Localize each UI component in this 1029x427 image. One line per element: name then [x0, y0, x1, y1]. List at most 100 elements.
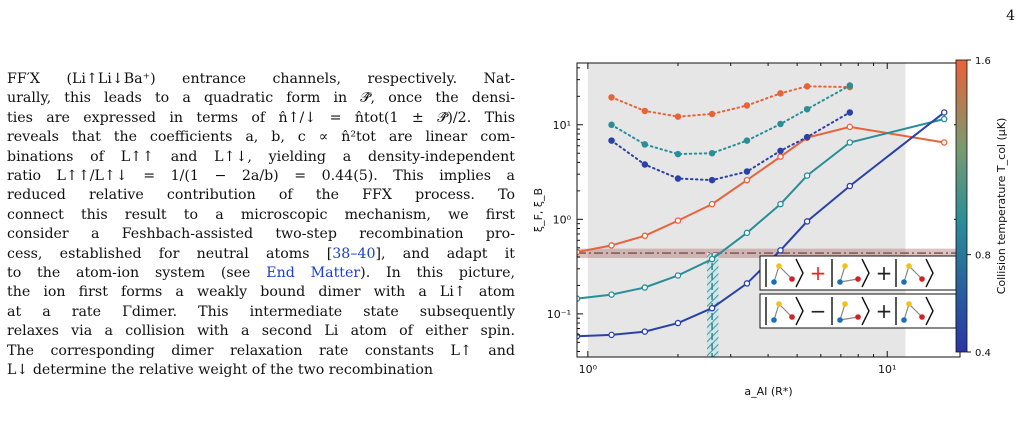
y-tick-label: 10⁰: [553, 213, 572, 226]
molecule-atom: [919, 314, 925, 320]
dotted-series-point: [777, 120, 784, 128]
x-axis-label: a_AI (R*): [744, 385, 792, 398]
text-segment: cess, established for neutral atoms [: [7, 245, 333, 262]
text-segment: consider a Feshbach-assisted two-step re…: [7, 226, 515, 243]
text-segment: the ion first forms a weakly bound dimer…: [7, 284, 515, 301]
solid-series-point: [803, 172, 811, 179]
dotted-series-point: [803, 133, 811, 141]
text-line: consider a Feshbach-assisted two-step re…: [7, 225, 515, 244]
molecule-bond: [778, 265, 793, 280]
solid-series-point: [641, 232, 649, 240]
ket-bracket: [861, 258, 870, 288]
citation-link[interactable]: 38–40: [332, 245, 376, 262]
solid-series-point: [674, 319, 682, 327]
ket-bracket: [795, 296, 804, 326]
text-segment: The corresponding dimer relaxation rate …: [7, 342, 515, 359]
dotted-series-line: [610, 84, 851, 156]
dotted-series-point: [708, 176, 716, 184]
text-line: urally, this leads to a quadratic form i…: [7, 89, 515, 108]
dotted-series-point: [608, 121, 615, 129]
dotted-series-point: [803, 83, 811, 90]
molecule-atom: [771, 279, 777, 285]
dotted-series-point: [743, 137, 751, 144]
solid-series-line: [577, 111, 945, 338]
solid-series-point: [708, 255, 716, 263]
dotted-series-point: [708, 149, 716, 157]
solid-series-point: [674, 272, 682, 279]
text-line: cess, established for neutral atoms [38–…: [7, 245, 515, 264]
y-tick-label: 10¹: [553, 119, 571, 132]
text-segment: L↓ determine the relative weight of the …: [7, 362, 433, 379]
dotted-series-point: [846, 82, 854, 89]
solid-series-point: [743, 280, 751, 287]
dotted-series-point: [608, 94, 615, 101]
solid-series-point: [777, 153, 784, 160]
molecule-bond: [908, 303, 923, 318]
dotted-series-point: [777, 147, 784, 155]
text-segment: FF′X (Li↑Li↓Ba⁺) entrance channels, resp…: [7, 71, 515, 87]
dotted-series-point: [641, 107, 649, 115]
solid-series-line: [577, 118, 945, 300]
solid-series-point: [777, 200, 784, 208]
molecule-bond: [839, 316, 859, 321]
solid-series-point: [674, 217, 682, 224]
solid-series-point: [743, 229, 751, 237]
page-number: 4: [1006, 8, 1015, 24]
ket-bracket: [925, 296, 934, 326]
solid-series-line: [577, 125, 945, 254]
text-segment: to the atom-ion system (see: [7, 265, 267, 282]
molecule-atom: [901, 317, 907, 323]
molecule-atom: [789, 276, 795, 282]
figure-chart: 10⁰ 10¹ 10⁻¹ 10⁰ 10¹ a_AI (R*) ξ_F, ξ_B + + − +1.6…: [520, 40, 1029, 423]
text-line: The corresponding dimer relaxation rate …: [7, 342, 515, 361]
text-segment: urally, this leads to a quadratic form i…: [7, 90, 515, 107]
molecule-atom: [906, 301, 912, 307]
series-group: [577, 82, 948, 340]
text-line: reduced relative contribution of the FFX…: [7, 186, 515, 205]
solid-series-point: [608, 242, 615, 249]
colorbar-label: Collision temperature T_col (μK): [995, 118, 1008, 295]
dotted-series-line: [610, 85, 851, 118]
ket-bracket: [925, 258, 934, 288]
solid-series-point: [641, 284, 649, 291]
text-segment: at a rate Γdimer. This intermediate stat…: [7, 303, 515, 320]
solid-series-point: [940, 115, 948, 123]
text-segment: ties are expressed in terms of n̂↑/↓ = n…: [7, 109, 515, 126]
dotted-series-point: [608, 137, 615, 144]
text-segment: ). In this picture,: [360, 265, 515, 282]
text-line: ratio L↑↑/L↑↓ = 1/(1 − 2a/b) = 0.44(5). …: [7, 167, 515, 186]
ket-bracket: [861, 296, 870, 326]
molecule-atom: [901, 279, 907, 285]
colorbar-tick-label: 1.6: [975, 56, 991, 67]
dotted-series-line: [610, 111, 851, 182]
citation-link[interactable]: End Matter: [266, 265, 361, 282]
solid-series-point: [743, 176, 751, 184]
text-segment: reduced relative contribution of the FFX…: [7, 187, 515, 204]
molecule-atom: [855, 276, 861, 282]
text-line: relaxes via a collision with a second Li…: [7, 322, 515, 341]
x-tick-label: 10¹: [878, 363, 896, 376]
colorbar-tick-label: 0.4: [975, 348, 991, 359]
solid-series-point: [940, 109, 948, 116]
dotted-series-point: [641, 161, 649, 168]
legend-entry: [759, 293, 957, 329]
text-line: connect this result to a microscopic mec…: [7, 206, 515, 225]
molecule-bond: [778, 303, 793, 318]
dotted-series-point: [708, 110, 716, 118]
ket-bracket: [795, 258, 804, 288]
dotted-series-point: [846, 109, 854, 116]
dotted-series-point: [674, 150, 682, 158]
molecule-atom: [837, 317, 843, 323]
legend-operator: +: [810, 261, 827, 285]
solid-series-point: [777, 247, 784, 254]
solid-series-point: [708, 200, 716, 208]
text-line: ties are expressed in terms of n̂↑/↓ = n…: [7, 109, 515, 128]
molecule-atom: [837, 279, 843, 285]
text-segment: connect this result to a microscopic mec…: [7, 206, 515, 223]
colorbar: [955, 59, 968, 353]
x-tick-label: 10⁰: [579, 363, 598, 376]
solid-series-point: [846, 123, 854, 131]
dotted-series-point: [803, 105, 811, 113]
text-segment: binations of L↑↑ and L↑↓, yielding a den…: [7, 148, 515, 165]
solid-series-point: [708, 304, 716, 312]
